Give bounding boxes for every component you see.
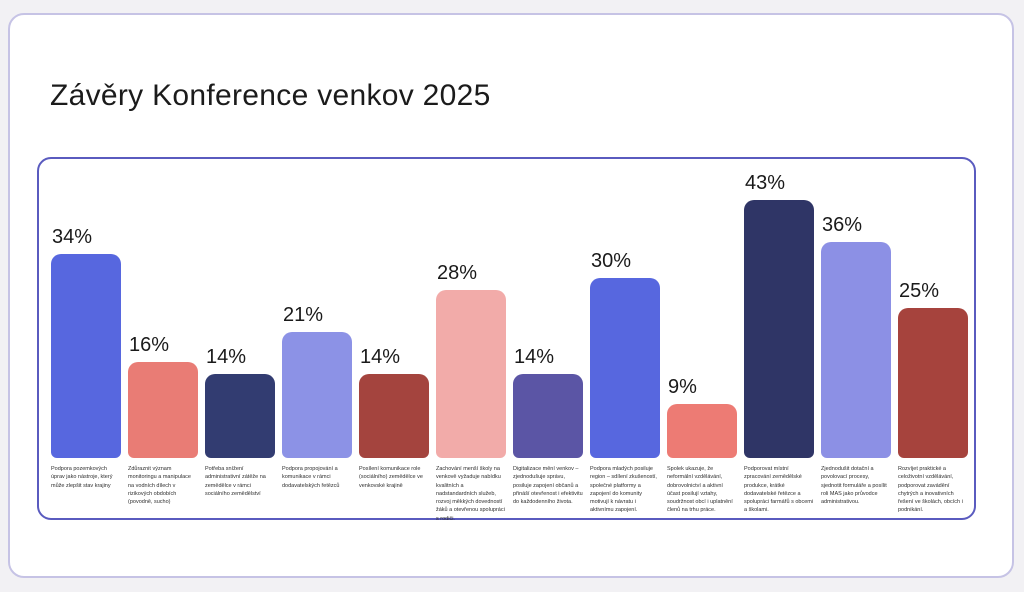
- bar-stack: 9%: [667, 159, 737, 458]
- slide-card: Závěry Konference venkov 2025 34% Podpora…: [8, 13, 1014, 578]
- bar: [359, 374, 429, 458]
- bar-stack: 43%: [744, 159, 814, 458]
- bar-value-label: 14%: [514, 346, 555, 368]
- bar-caption: Potřeba snížení administrativní zátěže n…: [205, 466, 266, 497]
- bar-caption: Digitalizace mění venkov – zjednodušuje …: [513, 466, 583, 505]
- bar-stack: 14%: [359, 159, 429, 458]
- bar-value-label: 14%: [206, 346, 247, 368]
- bar-column: 21% Podpora propojování a komunikace v rá…: [282, 159, 352, 490]
- bar-value-label: 21%: [283, 304, 324, 326]
- bar: [128, 362, 198, 458]
- bar-column: 14% Digitalizace mění venkov – zjednodušu…: [513, 159, 583, 506]
- bar: [590, 278, 660, 458]
- bar-caption: Podporovat místní zpracování zemědělské …: [744, 466, 814, 514]
- bar: [436, 290, 506, 458]
- bar-value-label: 9%: [668, 376, 697, 398]
- bar-column: 28% Zachování menší školy na venkově vyža…: [436, 159, 506, 523]
- bar-caption: Zachování menší školy na venkově vyžaduj…: [436, 466, 505, 522]
- bar-stack: 36%: [821, 159, 891, 458]
- bar-stack: 21%: [282, 159, 352, 458]
- bar-caption: Rozvíjet praktické a celoživotní vzděláv…: [898, 466, 963, 514]
- bar-value-label: 28%: [437, 262, 478, 284]
- bar: [282, 332, 352, 458]
- bar-caption: Podpora mladých posiluje region – sdílen…: [590, 466, 657, 514]
- bar: [821, 242, 891, 458]
- bar-stack: 16%: [128, 159, 198, 458]
- bar-caption: Posílení komunikace role (sociálního) ze…: [359, 466, 423, 489]
- bar-stack: 28%: [436, 159, 506, 458]
- bar-value-label: 16%: [129, 334, 170, 356]
- bar-column: 16% Zdůraznit význam monitoringu a manipu…: [128, 159, 198, 506]
- bar-column: 30% Podpora mladých posiluje region – sdí…: [590, 159, 660, 515]
- bar-column: 34% Podpora pozemkových úprav jako nástro…: [51, 159, 121, 490]
- bar-column: 25% Rozvíjet praktické a celoživotní vzdě…: [898, 159, 968, 515]
- bar: [898, 308, 968, 458]
- bar-value-label: 25%: [899, 280, 940, 302]
- bar-value-label: 36%: [822, 214, 863, 236]
- bar: [513, 374, 583, 458]
- bar: [667, 404, 737, 458]
- bar: [744, 200, 814, 458]
- bar: [51, 254, 121, 458]
- bar-value-label: 43%: [745, 172, 786, 194]
- bar-stack: 25%: [898, 159, 968, 458]
- page-title: Závěry Konference venkov 2025: [50, 79, 491, 112]
- bar: [205, 374, 275, 458]
- bar-stack: 30%: [590, 159, 660, 458]
- bar-column: 43% Podporovat místní zpracování zeměděls…: [744, 159, 814, 515]
- bar-value-label: 30%: [591, 250, 632, 272]
- bar-chart: 34% Podpora pozemkových úprav jako nástro…: [51, 159, 968, 523]
- bar-column: 14% Potřeba snížení administrativní zátěž…: [205, 159, 275, 498]
- bar-value-label: 14%: [360, 346, 401, 368]
- chart-card: 34% Podpora pozemkových úprav jako nástro…: [37, 157, 976, 523]
- bar-value-label: 34%: [52, 226, 93, 248]
- bar-column: 36% Zjednodušit dotační a povolovací proc…: [821, 159, 891, 506]
- bar-caption: Spolek ukazuje, že neformální vzdělávání…: [667, 466, 733, 514]
- bar-stack: 14%: [205, 159, 275, 458]
- bar-column: 14% Posílení komunikace role (sociálního)…: [359, 159, 429, 490]
- bar-stack: 34%: [51, 159, 121, 458]
- bar-caption: Zjednodušit dotační a povolovací procesy…: [821, 466, 887, 505]
- bar-stack: 14%: [513, 159, 583, 458]
- bar-caption: Podpora propojování a komunikace v rámci…: [282, 466, 340, 489]
- bar-caption: Podpora pozemkových úprav jako nástroje,…: [51, 466, 113, 489]
- bar-caption: Zdůraznit význam monitoringu a manipulac…: [128, 466, 191, 505]
- bar-column: 9% Spolek ukazuje, že neformální vzdělává…: [667, 159, 737, 515]
